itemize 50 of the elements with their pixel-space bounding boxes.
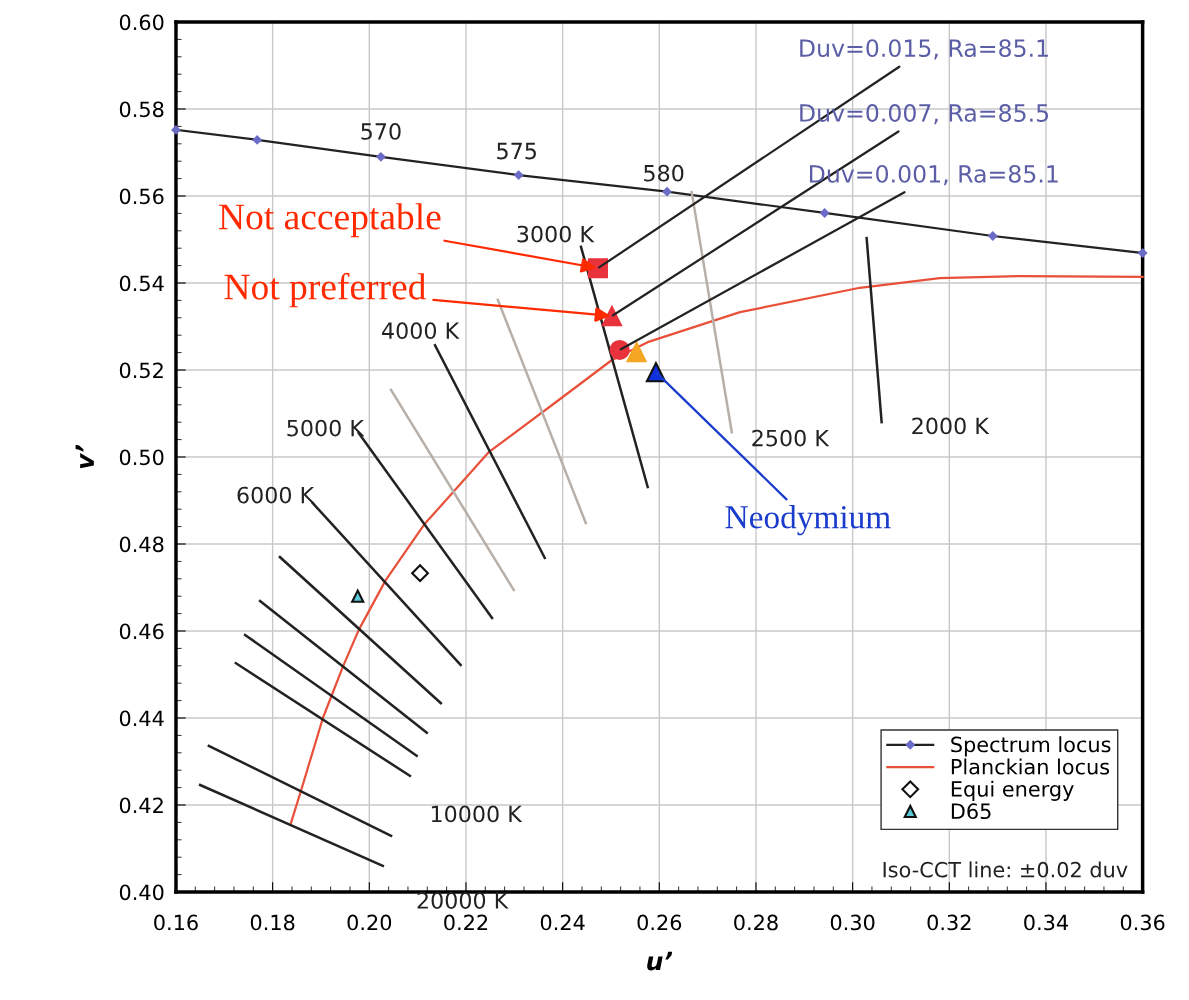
x-tick-label: 0.16 [154,914,198,931]
annotation: Iso-CCT line: ±0.02 duv [883,861,1128,878]
legend-label: Planckian locus [951,758,1110,775]
y-tick-label: 0.56 [119,188,164,205]
x-tick-label: 0.36 [1120,914,1165,931]
y-tick-label: 0.60 [119,14,164,31]
x-tick-label: 0.24 [540,914,585,931]
y-tick-label: 0.48 [119,536,164,553]
annotation: 575 [497,142,536,160]
x-tick-label: 0.22 [444,914,488,931]
y-tick-label: 0.50 [119,449,164,466]
text: 20000 K [417,892,509,909]
y-tick-label: 0.46 [119,623,164,640]
y-tick-label: 0.52 [119,362,163,379]
y-tick-label: 0.58 [119,101,164,118]
point [626,342,647,363]
annotation: 10000 K [431,805,523,823]
annotation: 3000 K [517,225,595,243]
annotation: 4000 K [382,322,460,340]
point [601,305,622,327]
annotation: 2000 K [912,417,990,435]
x-axis-title: u’ [647,951,673,971]
annotation: 2500 K [752,429,830,447]
point [351,589,365,603]
annotation: Neodymium [725,505,891,536]
x-tick-label: 0.30 [830,914,875,931]
legend-label: D65 [951,803,991,820]
y-tick-label: 0.44 [119,710,164,727]
legend-label: Spectrum locus [951,736,1111,757]
x-tick-label: 0.20 [347,914,392,931]
x-tick-label: 0.18 [250,914,295,931]
x-tick-label: 0.28 [734,914,778,931]
annotation: Not preferred [224,272,426,308]
y-tick-label: 0.42 [119,797,163,814]
line-series [289,274,1144,824]
y-tick-label: 0.40 [119,884,164,901]
x-tick-label: 0.32 [927,914,971,931]
y-tick-label: 0.54 [119,275,164,292]
annotation: Duv=0.015, Ra=85.1 [800,39,1048,60]
annotation: 570 [361,123,401,140]
annotation: 5000 K [287,419,365,437]
annotation: 6000 K [237,486,315,504]
x-tick-label: 0.26 [637,914,682,931]
legend-label: Equi energy [951,780,1074,801]
annotation: 580 [644,164,684,182]
point [609,339,630,361]
annotation: Not acceptable [219,203,441,238]
point [411,564,429,583]
y-axis-title: v’ [75,444,94,469]
x-tick-label: 0.34 [1024,914,1068,931]
